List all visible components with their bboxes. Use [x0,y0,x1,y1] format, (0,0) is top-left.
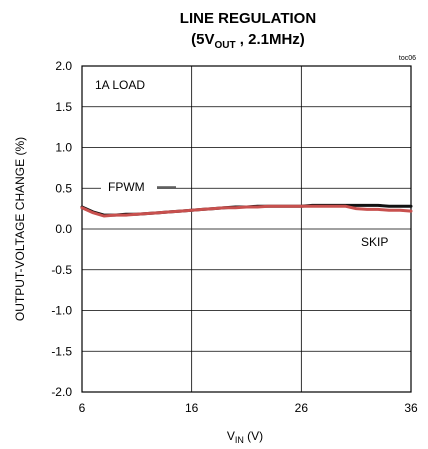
y-tick-label: 0.0 [55,222,72,236]
fpwm-label-bg [101,177,157,195]
y-tick-label: 1.5 [55,100,72,114]
x-tick-label: 26 [295,401,309,415]
load-label-bg [88,74,160,94]
skip-annotation: SKIP [361,235,388,249]
y-tick-label: -0.5 [51,263,72,277]
y-tick-label: -1.5 [51,344,72,358]
x-tick-label: 6 [79,401,86,415]
plot-frame [81,65,412,393]
y-tick-label: 0.5 [55,181,72,195]
y-tick-label: 2.0 [55,59,72,73]
skip-label-bg [356,232,400,250]
chart-subtitle: (5VOUT , 2.1MHz) [191,31,305,51]
y-tick-label: -1.0 [51,304,72,318]
y-tick-label: -2.0 [51,385,72,399]
load-annotation: 1A LOAD [95,78,145,92]
fpwm-annotation: FPWM [108,180,145,194]
y-tick-labels: 2.0 1.5 1.0 0.5 0.0 -0.5 -1.0 -1.5 -2.0 [51,59,72,399]
chart-title: LINE REGULATION [180,10,316,27]
x-tick-label: 36 [404,401,418,415]
grid-lines [82,66,411,392]
x-tick-labels: 6 16 26 36 [79,401,418,415]
figure-tag: toc06 [399,55,416,62]
x-axis-label: VIN (V) [227,429,263,445]
y-axis-label: OUTPUT-VOLTAGE CHANGE (%) [13,137,27,321]
series-lines [80,203,413,218]
y-tick-label: 1.0 [55,141,72,155]
series-line-skip [80,204,413,218]
x-tick-label: 16 [185,401,199,415]
